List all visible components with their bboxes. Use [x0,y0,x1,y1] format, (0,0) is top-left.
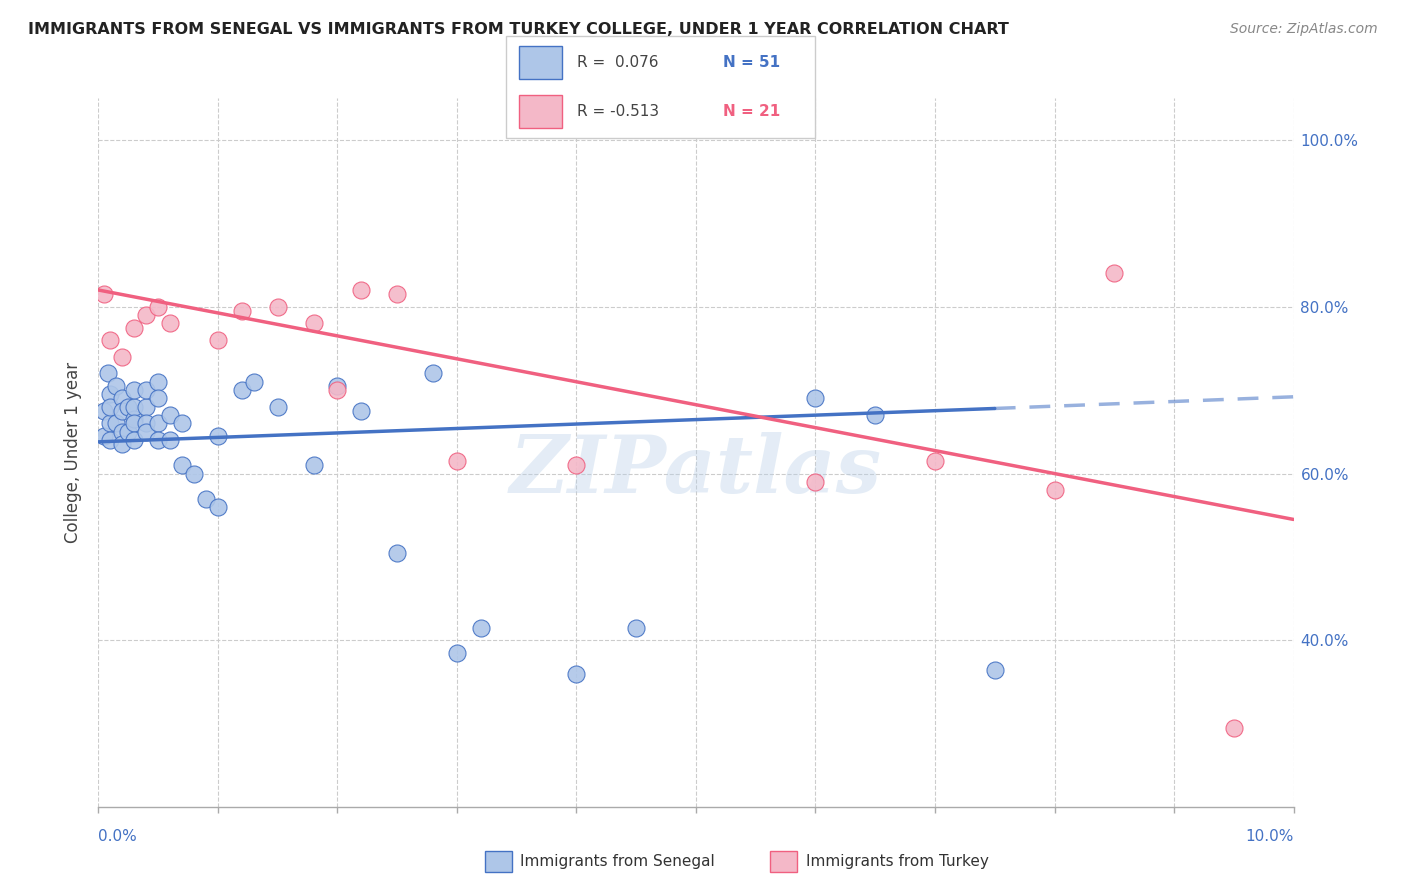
Text: ZIPatlas: ZIPatlas [510,432,882,509]
Point [385,287,409,301]
Text: 10.0%: 10.0% [1246,829,1294,844]
Point [111,437,134,451]
Point [100,400,122,414]
Point [267,400,290,414]
Point [565,458,588,473]
Point [350,404,373,418]
Point [124,400,146,414]
Point [159,433,181,447]
Point [148,433,170,447]
Point [924,454,946,468]
Text: Source: ZipAtlas.com: Source: ZipAtlas.com [1230,22,1378,37]
Point [207,429,229,443]
Text: R = -0.513: R = -0.513 [578,104,659,120]
Point [135,383,157,397]
Point [385,546,409,560]
Point [148,392,170,406]
Point [124,320,146,334]
FancyBboxPatch shape [506,36,815,138]
Point [302,317,325,331]
Point [135,425,157,439]
Point [326,383,349,397]
Point [267,300,290,314]
Point [195,491,218,506]
Point [93,429,115,443]
Point [148,417,170,431]
Point [804,475,827,489]
Point [172,417,194,431]
Point [93,287,115,301]
Point [97,367,120,381]
Point [183,467,205,481]
Text: IMMIGRANTS FROM SENEGAL VS IMMIGRANTS FROM TURKEY COLLEGE, UNDER 1 YEAR CORRELAT: IMMIGRANTS FROM SENEGAL VS IMMIGRANTS FR… [28,22,1010,37]
Point [231,383,253,397]
Point [804,392,827,406]
Text: Immigrants from Senegal: Immigrants from Senegal [520,855,716,869]
Point [1223,721,1246,735]
Point [100,417,122,431]
Point [111,404,134,418]
FancyBboxPatch shape [519,46,562,78]
Point [105,379,128,393]
Point [148,300,170,314]
Point [135,417,157,431]
Point [100,387,122,401]
Point [124,417,146,431]
Point [207,333,229,347]
Point [350,283,373,297]
Point [148,375,170,389]
Point [1043,483,1066,498]
Point [984,663,1007,677]
Point [565,666,588,681]
Point [231,304,253,318]
Point [446,646,468,660]
Point [243,375,266,389]
Point [117,400,139,414]
Point [124,383,146,397]
Point [124,412,146,426]
Text: N = 51: N = 51 [723,54,780,70]
Text: Immigrants from Turkey: Immigrants from Turkey [806,855,988,869]
Point [111,425,134,439]
FancyBboxPatch shape [519,95,562,128]
Point [446,454,468,468]
Point [135,400,157,414]
Point [159,317,181,331]
Point [159,408,181,422]
Point [124,433,146,447]
Point [422,367,444,381]
Point [105,417,128,431]
Point [326,379,349,393]
Text: R =  0.076: R = 0.076 [578,54,659,70]
Point [135,308,157,322]
Point [207,500,229,514]
Y-axis label: College, Under 1 year: College, Under 1 year [65,362,83,543]
Point [1104,266,1126,280]
Point [470,621,492,635]
Point [626,621,648,635]
Point [111,392,134,406]
Point [117,425,139,439]
Point [302,458,325,473]
Point [100,433,122,447]
Text: 0.0%: 0.0% [98,829,138,844]
Point [172,458,194,473]
Point [93,404,115,418]
Text: N = 21: N = 21 [723,104,780,120]
Point [865,408,887,422]
Point [100,333,122,347]
Point [111,350,134,364]
